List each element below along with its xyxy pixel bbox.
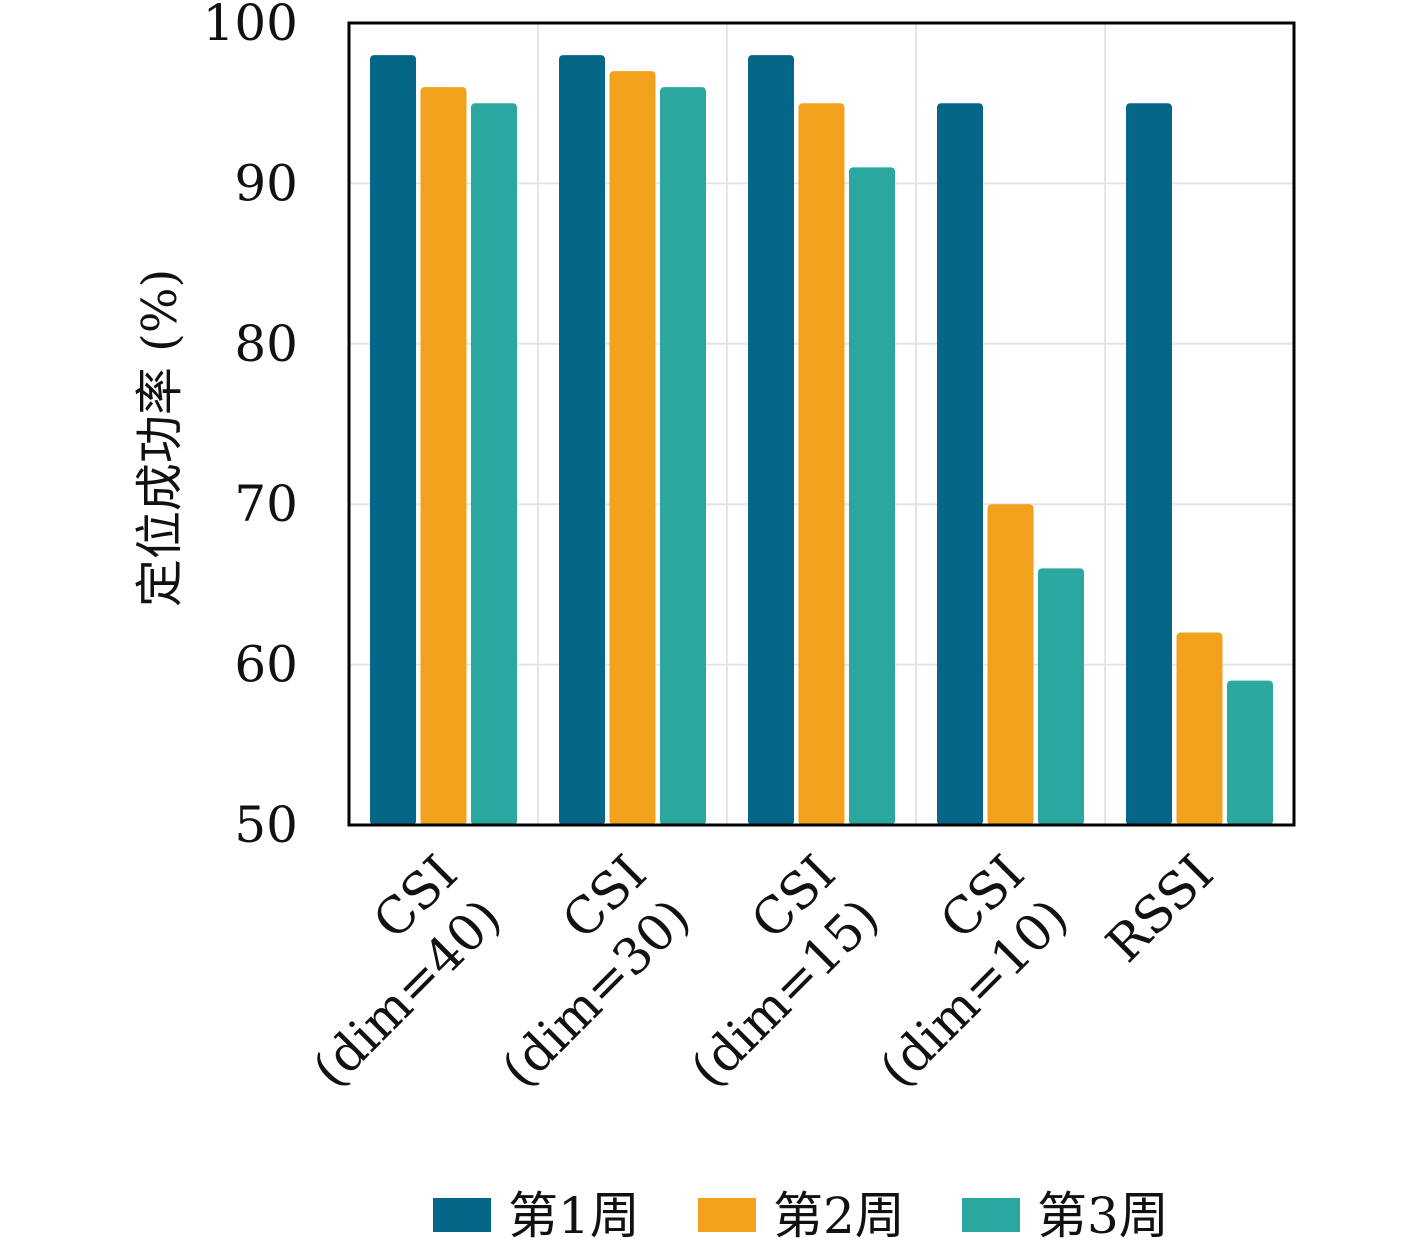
bar-series-2-cat-2 bbox=[609, 71, 656, 826]
bar-series-3-cat-1 bbox=[471, 103, 517, 825]
y-tick-label: 50 bbox=[234, 796, 298, 854]
x-tick-label: CSI(dim=15) bbox=[680, 844, 891, 1099]
bar-series-2-cat-5 bbox=[1176, 632, 1223, 825]
x-tick-label: RSSI bbox=[1095, 844, 1224, 973]
y-tick-label: 60 bbox=[234, 636, 298, 694]
legend-label: 第2周 bbox=[773, 1187, 905, 1243]
bar-series-2-cat-3 bbox=[798, 103, 845, 825]
bar-series-3-cat-2 bbox=[660, 87, 706, 825]
legend-item-2: 第2周 bbox=[698, 1187, 905, 1245]
legend-swatch bbox=[433, 1198, 491, 1232]
bar-series-1-cat-3 bbox=[748, 55, 794, 825]
legend: 第1周 第2周 第3周 bbox=[433, 1187, 1169, 1245]
y-axis-label: 定位成功率 (%) bbox=[132, 269, 188, 607]
y-tick-label: 80 bbox=[234, 315, 298, 373]
bar-series-2-cat-1 bbox=[420, 87, 467, 825]
x-tick-label: CSI(dim=40) bbox=[302, 844, 513, 1099]
legend-swatch bbox=[698, 1198, 756, 1232]
x-tick-labels: CSI(dim=40) CSI(dim=30) CSI(dim=15) CSI(dim… bbox=[302, 844, 1225, 1099]
y-tick-label: 90 bbox=[234, 154, 298, 212]
plot-frame bbox=[347, 21, 1296, 827]
bar-series-1-cat-5 bbox=[1126, 103, 1172, 825]
legend-swatch bbox=[962, 1198, 1020, 1232]
legend-item-3: 第3周 bbox=[962, 1187, 1169, 1245]
y-ticks: 50 60 70 80 90 100 bbox=[203, 0, 298, 854]
bar-series-3-cat-5 bbox=[1227, 680, 1273, 825]
bar-series-3-cat-4 bbox=[1038, 568, 1084, 825]
bars bbox=[370, 55, 1273, 826]
bar-series-1-cat-1 bbox=[370, 55, 416, 825]
legend-item-1: 第1周 bbox=[433, 1187, 640, 1245]
legend-label: 第1周 bbox=[508, 1187, 640, 1243]
x-tick-label: CSI(dim=30) bbox=[491, 844, 702, 1099]
x-tick-label-line: RSSI bbox=[1095, 844, 1224, 973]
x-tick-label: CSI(dim=10) bbox=[869, 844, 1080, 1099]
bar-series-3-cat-3 bbox=[849, 167, 895, 826]
bar-series-1-cat-2 bbox=[559, 55, 605, 825]
legend-label: 第3周 bbox=[1037, 1187, 1169, 1243]
y-tick-label: 100 bbox=[203, 0, 298, 52]
y-tick-label: 70 bbox=[234, 475, 298, 533]
bar-series-1-cat-4 bbox=[937, 103, 983, 825]
bar-series-2-cat-4 bbox=[987, 504, 1034, 825]
